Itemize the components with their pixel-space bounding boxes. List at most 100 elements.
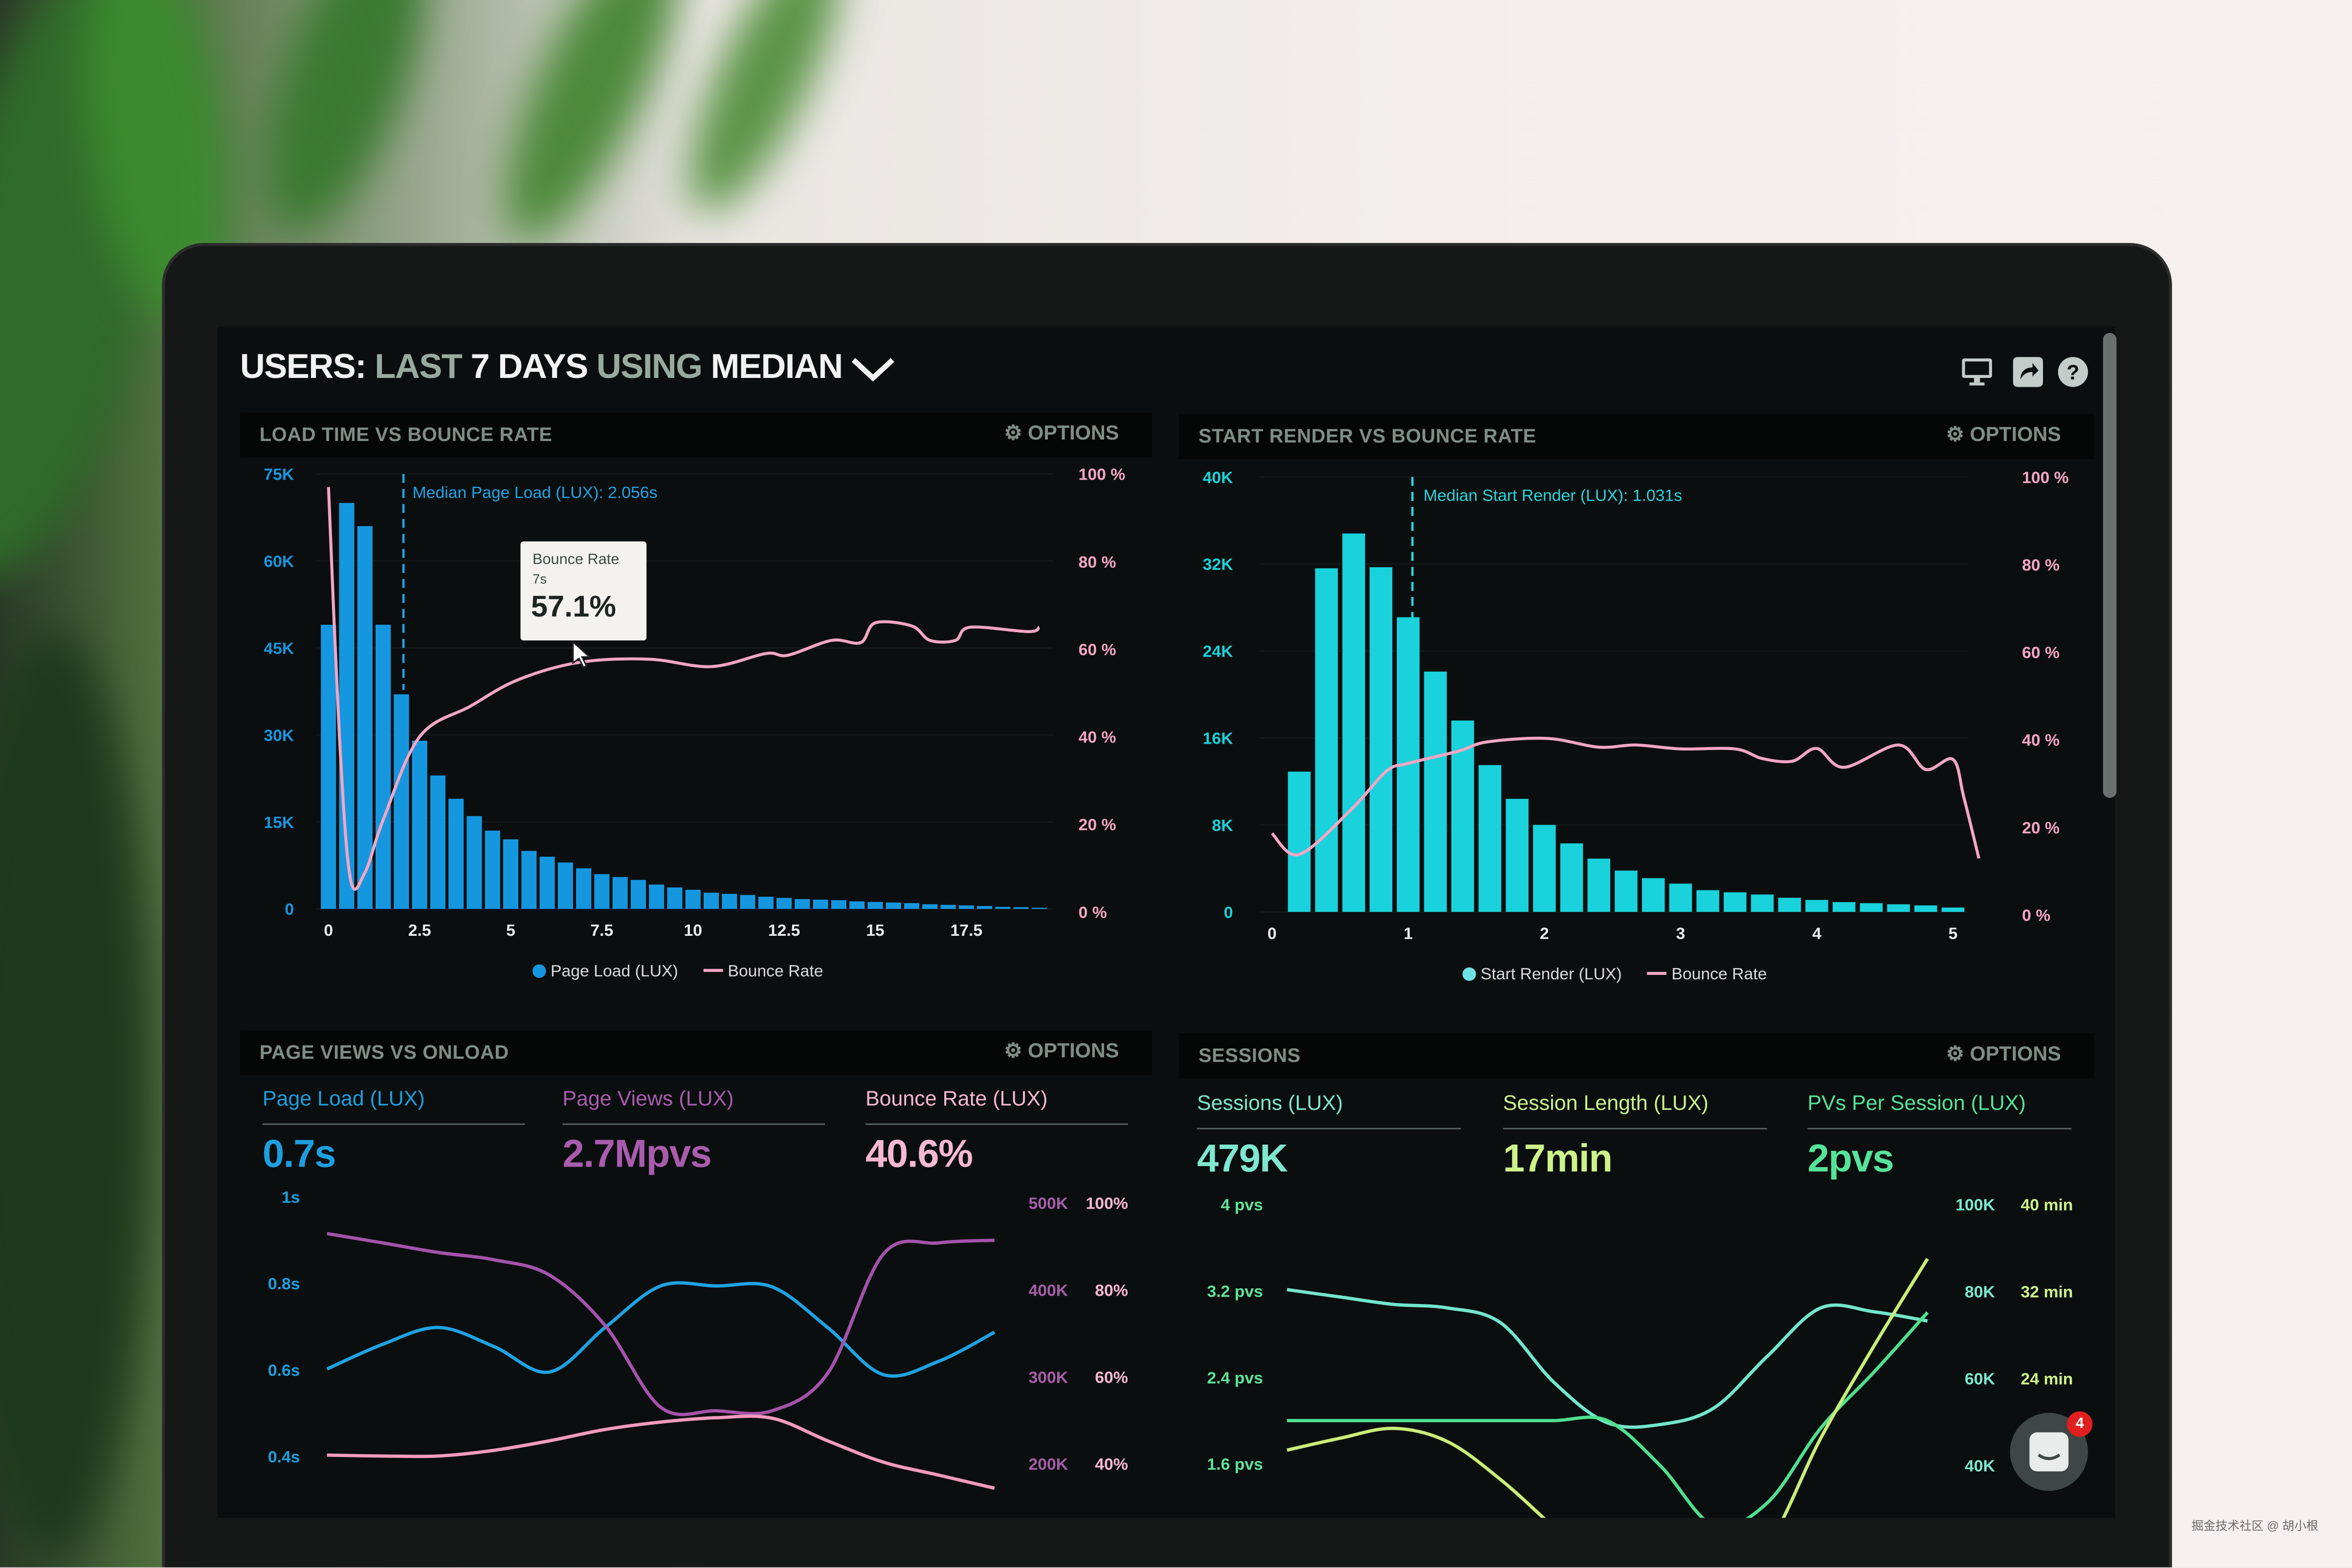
y-right-tick-label: 100K <box>1955 1196 1995 1215</box>
legend-item-start-render[interactable]: Start Render (LUX) <box>1480 966 1622 984</box>
share-icon[interactable] <box>2013 357 2043 387</box>
gear-icon: ⚙ <box>1946 423 1964 446</box>
bar <box>922 904 938 909</box>
bar <box>1506 798 1529 912</box>
bar <box>1315 568 1338 912</box>
bar <box>1778 898 1801 912</box>
y-right-tick-label: 60 % <box>1079 640 1116 659</box>
stat-label: Session Length (LUX) <box>1503 1090 1709 1115</box>
legend-item-bounce-rate[interactable]: Bounce Rate <box>728 963 823 981</box>
bar <box>1478 765 1502 912</box>
y-left-tick-label: 0.8s <box>268 1275 300 1293</box>
scrollbar[interactable] <box>2103 333 2117 798</box>
y-left-tick-label: 30K <box>264 726 294 745</box>
gear-icon: ⚙ <box>1004 1039 1022 1062</box>
series-line-page_views <box>327 1232 995 1416</box>
bar <box>430 775 446 909</box>
y-right-tick-label: 40K <box>1965 1457 1996 1475</box>
title-using: USING <box>596 346 703 386</box>
x-tick-label: 2.5 <box>408 921 431 940</box>
title-range: 7 DAYS <box>470 346 588 386</box>
watermark: 掘金技术社区 @ 胡小根 <box>2191 1519 2319 1533</box>
stat-divider <box>262 1123 525 1125</box>
bar <box>940 905 956 909</box>
title-last: LAST <box>375 346 463 386</box>
bar <box>485 830 500 909</box>
x-tick-label: 1 <box>1403 924 1413 943</box>
bar <box>795 899 810 909</box>
panel-title: PAGE VIEWS VS ONLOAD <box>259 1040 509 1063</box>
stat-label: Bounce Rate (LUX) <box>865 1085 1048 1110</box>
panel-header-start-render: START RENDER VS BOUNCE RATE ⚙ OPTIONS <box>1179 414 2094 459</box>
title-users: USERS: <box>240 346 367 386</box>
bar <box>1642 878 1665 912</box>
series-line-pvs_per_session <box>1287 1311 1929 1518</box>
stat-divider <box>865 1123 1128 1125</box>
tooltip-value: 57.1% <box>531 591 616 624</box>
legend-item-bounce-rate[interactable]: Bounce Rate <box>1671 966 1767 984</box>
bar <box>1860 903 1883 912</box>
bar <box>995 906 1011 909</box>
legend-line-icon <box>704 969 723 972</box>
bounce-rate-tooltip: Bounce Rate 7s 57.1% <box>520 541 647 640</box>
legend-dot-icon <box>532 964 546 978</box>
y-right-tick-label: 0 % <box>1079 903 1107 922</box>
bar <box>722 894 737 909</box>
x-tick-label: 2 <box>1540 924 1549 943</box>
legend-item-page-load[interactable]: Page Load (LUX) <box>551 963 678 981</box>
panel-title: START RENDER VS BOUNCE RATE <box>1198 424 1536 447</box>
bar <box>412 740 427 909</box>
stat-value: 17min <box>1503 1135 1613 1181</box>
y-right-tick-label: 300K <box>1028 1368 1068 1387</box>
bar <box>1369 567 1393 912</box>
monitor-icon[interactable] <box>1960 357 1993 387</box>
chevron-down-icon[interactable] <box>851 355 896 382</box>
legend-dot-icon <box>1462 967 1476 981</box>
stat-divider <box>562 1123 825 1125</box>
page-title[interactable]: USERS: LAST 7 DAYS USING MEDIAN <box>240 347 896 387</box>
help-icon[interactable]: ? <box>2058 357 2088 387</box>
options-label: OPTIONS <box>1028 421 1119 444</box>
bar <box>321 624 336 909</box>
bar <box>576 868 592 909</box>
bounce-rate-line <box>1271 736 1980 859</box>
y-left-tick-label: 45K <box>264 639 294 658</box>
y-right-tick-label: 60 % <box>2022 643 2060 662</box>
y-left-tick-label: 15K <box>264 813 294 832</box>
options-button[interactable]: ⚙ OPTIONS <box>1946 1042 2061 1066</box>
y-left-tick-label: 2.4 pvs <box>1207 1369 1263 1387</box>
y-right-tick-label: 20 % <box>1079 816 1116 834</box>
y-left-tick-label: 3.2 pvs <box>1207 1282 1263 1301</box>
title-aggregate: MEDIAN <box>710 346 843 386</box>
dashboard-screen: USERS: LAST 7 DAYS USING MEDIAN ? LOAD T… <box>217 327 2115 1518</box>
chat-icon <box>2029 1432 2069 1472</box>
bar <box>703 892 719 909</box>
y-right-tick-label: 40 % <box>1079 728 1116 747</box>
options-button[interactable]: ⚙ OPTIONS <box>1004 421 1119 445</box>
y-right-tick-label: 80 % <box>1079 553 1116 572</box>
stat-divider <box>1197 1127 1461 1129</box>
stat-value: 0.7s <box>262 1130 336 1176</box>
panel-header-page-views: PAGE VIEWS VS ONLOAD ⚙ OPTIONS <box>240 1030 1152 1076</box>
x-tick-label: 3 <box>1676 924 1686 943</box>
y-right-tick-label: 500K <box>1028 1194 1068 1213</box>
y-left-tick-label: 8K <box>1212 816 1233 835</box>
legend-start-render: Start Render (LUX) Bounce Rate <box>1462 966 1767 984</box>
options-button[interactable]: ⚙ OPTIONS <box>1946 423 2061 447</box>
legend-load-time: Page Load (LUX) Bounce Rate <box>532 963 823 981</box>
bar <box>740 895 755 909</box>
y-left-tick-label: 1.6 pvs <box>1207 1455 1263 1474</box>
x-tick-label: 12.5 <box>768 921 800 940</box>
bar <box>867 902 883 909</box>
bar <box>1669 883 1692 912</box>
y-left-tick-label: 0 <box>285 900 294 919</box>
bar <box>1696 890 1719 912</box>
bar <box>1013 907 1029 909</box>
y-right-tick-label: 80 % <box>2022 556 2060 574</box>
y-left-tick-label: 0.6s <box>268 1361 300 1380</box>
x-tick-label: 0 <box>324 921 333 940</box>
options-button[interactable]: ⚙ OPTIONS <box>1004 1039 1119 1063</box>
bar <box>466 816 482 909</box>
plant-leaf <box>0 630 150 1560</box>
